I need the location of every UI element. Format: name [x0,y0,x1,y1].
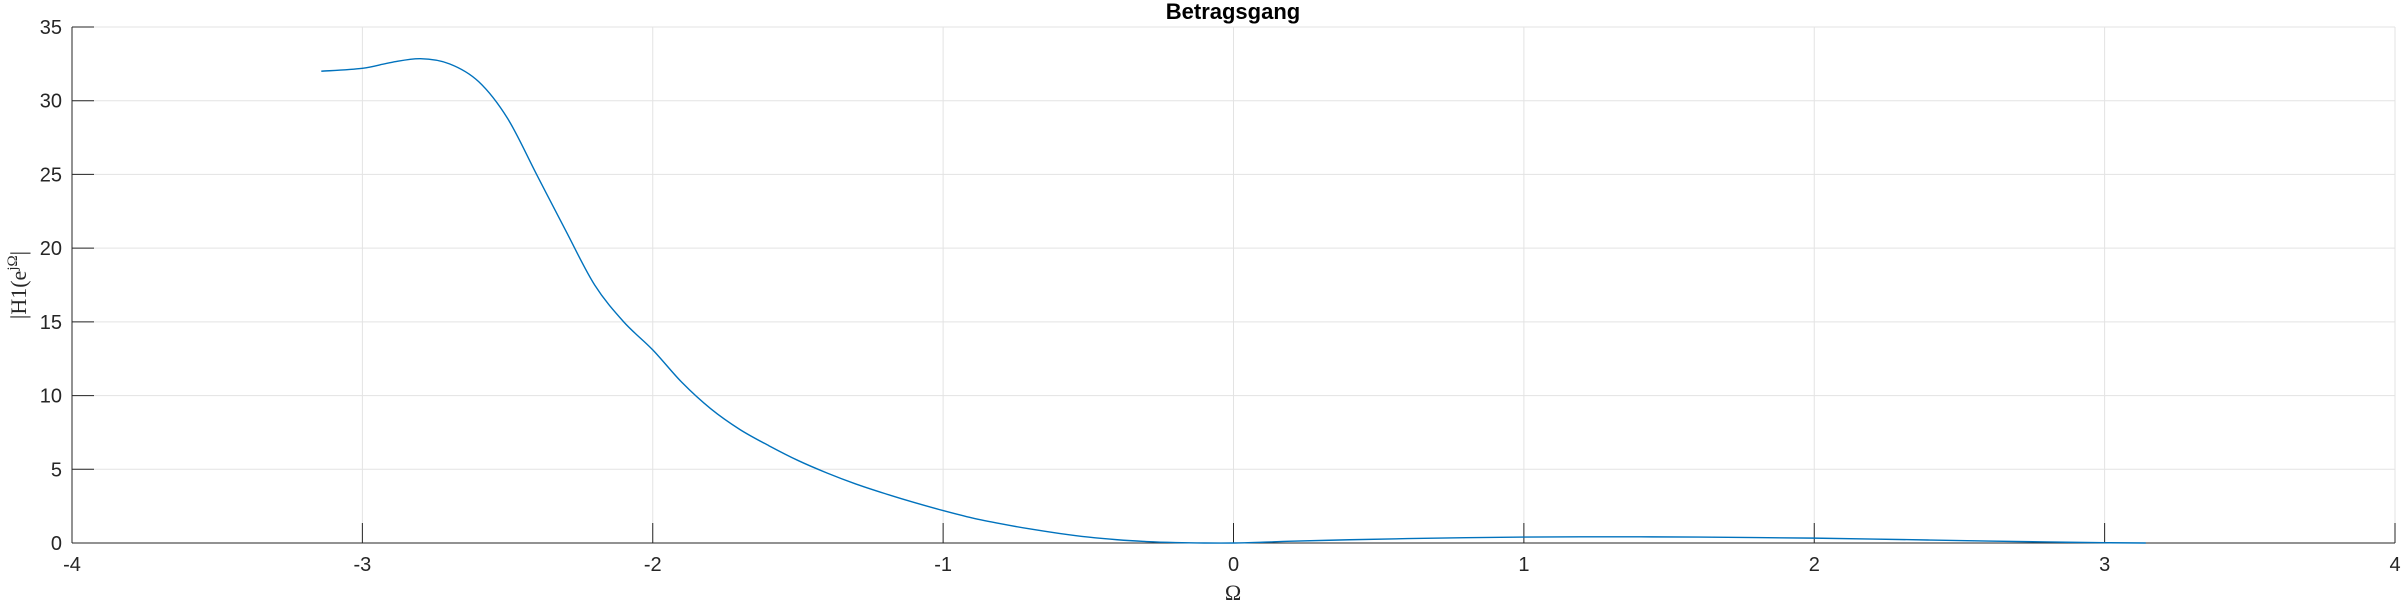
x-axis-label: Ω [1225,580,1241,605]
y-tick-label: 35 [40,17,62,39]
y-tick-label: 20 [40,238,62,260]
y-tick-label: 30 [40,91,62,113]
y-axis-label-main: |H1(e [6,271,31,319]
y-axis-label-end: | [6,251,31,255]
x-tick-label: -1 [934,554,952,576]
y-tick-label: 5 [51,459,62,481]
x-tick-label: 3 [2099,554,2110,576]
y-tick-label: 25 [40,164,62,186]
x-tick-label: -4 [63,554,81,576]
x-tick-label: 2 [1809,554,1820,576]
y-tick-label: 15 [40,312,62,334]
series-line [321,57,2146,544]
y-axis-label-superscript: jΩ [5,255,21,271]
series-group [321,57,2146,544]
y-tick-label: 0 [51,533,62,555]
y-axis-label: |H1(ejΩ| [5,251,31,319]
x-ticks: -4 -3 -2 -1 0 1 2 3 4 [63,523,2401,576]
x-tick-label: 4 [2389,554,2400,576]
x-tick-label: 0 [1228,554,1239,576]
y-ticks: 0 5 10 15 20 25 30 35 [40,17,94,555]
x-tick-label: 1 [1518,554,1529,576]
x-tick-label: -3 [353,554,371,576]
chart-title: Betragsgang [1166,0,1300,24]
y-tick-label: 10 [40,386,62,408]
x-tick-label: -2 [644,554,662,576]
